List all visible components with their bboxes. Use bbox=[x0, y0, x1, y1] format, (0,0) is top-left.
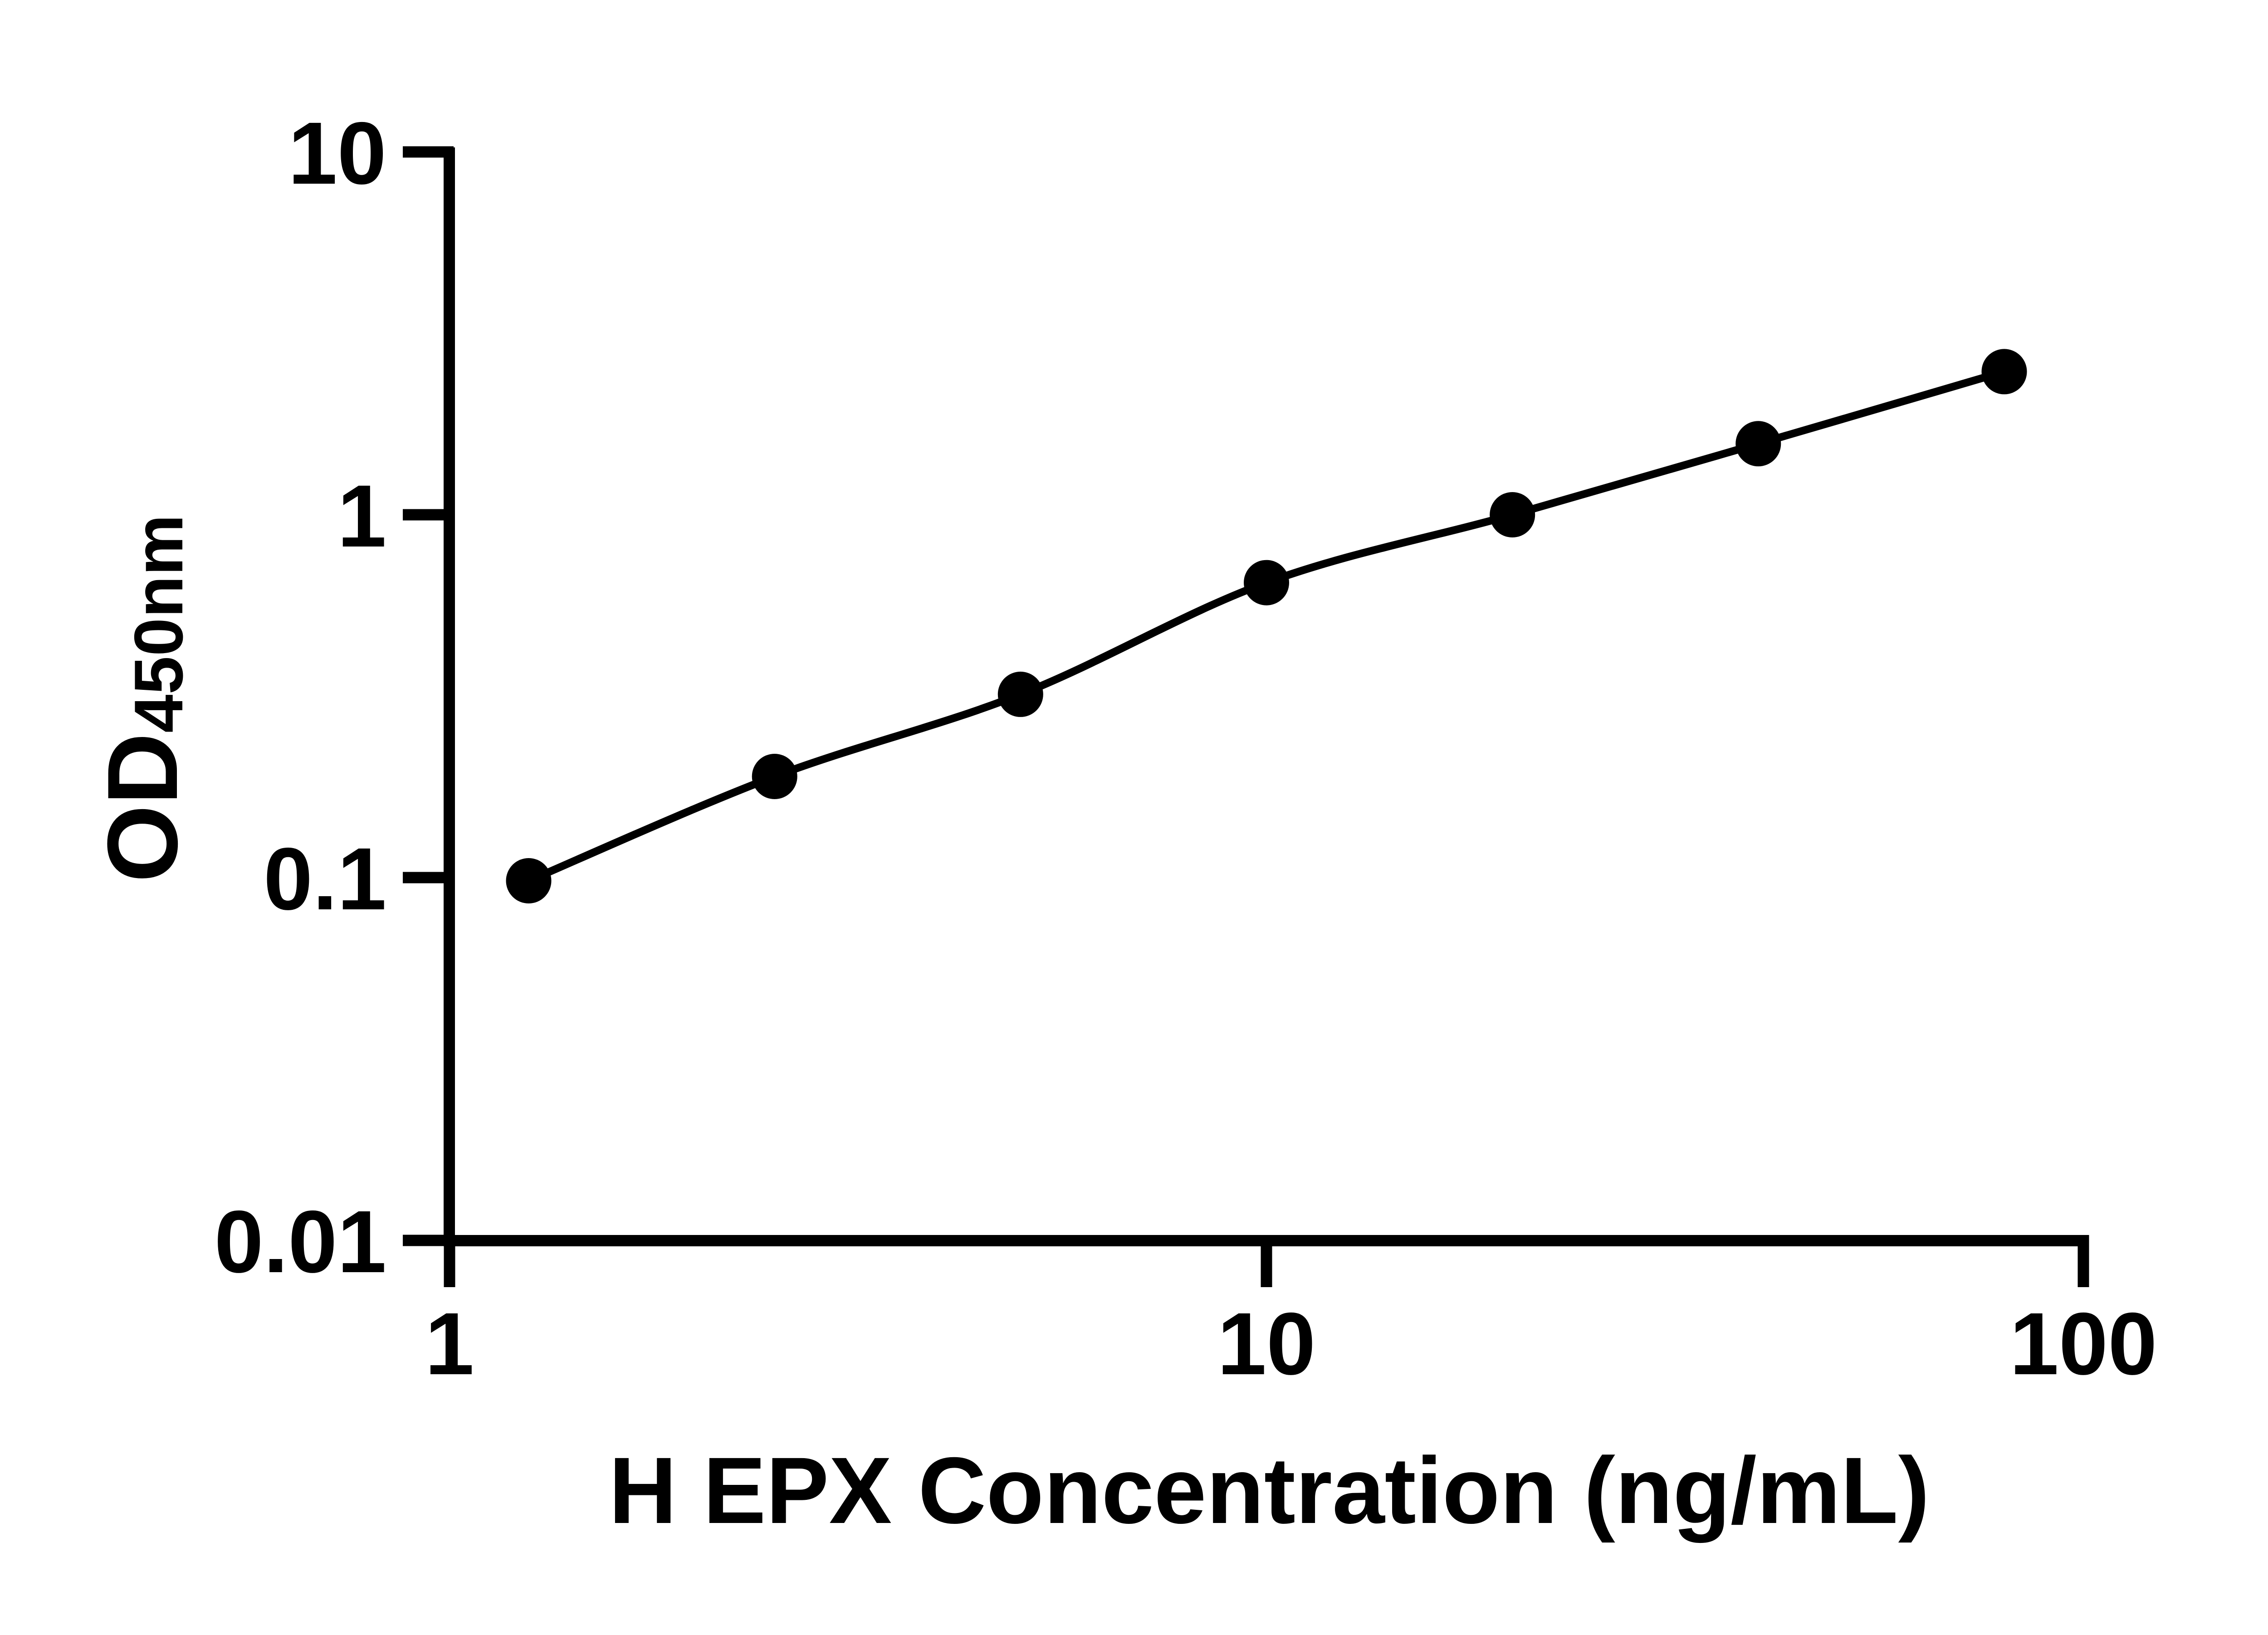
x-axis-ticks: 1 10 100 bbox=[425, 1235, 2157, 1393]
data-point bbox=[1244, 560, 1289, 605]
x-tick-label: 1 bbox=[425, 1294, 474, 1393]
x-axis-title: H EPX Concentration (ng/mL) bbox=[609, 1438, 1930, 1543]
y-axis-ticks: 10 1 0.1 0.01 bbox=[214, 104, 454, 1291]
y-axis-title-main: OD bbox=[87, 733, 198, 883]
y-tick-label: 0.01 bbox=[214, 1192, 386, 1291]
y-tick-label: 1 bbox=[337, 467, 386, 566]
fit-curve-line bbox=[527, 368, 2005, 884]
data-point bbox=[1490, 492, 1535, 537]
y-tick-label: 0.1 bbox=[264, 830, 386, 928]
data-points bbox=[506, 349, 2027, 903]
y-tick-label: 10 bbox=[288, 104, 386, 203]
x-tick-label: 100 bbox=[2009, 1294, 2157, 1393]
data-point bbox=[506, 858, 552, 903]
x-tick-label: 10 bbox=[1217, 1294, 1316, 1393]
y-axis-title: OD450nm bbox=[87, 514, 198, 883]
data-point bbox=[1981, 349, 2027, 395]
data-point bbox=[752, 754, 797, 799]
data-point bbox=[997, 671, 1043, 717]
data-point bbox=[1735, 421, 1781, 467]
y-axis-title-subscript: 450nm bbox=[120, 514, 197, 733]
